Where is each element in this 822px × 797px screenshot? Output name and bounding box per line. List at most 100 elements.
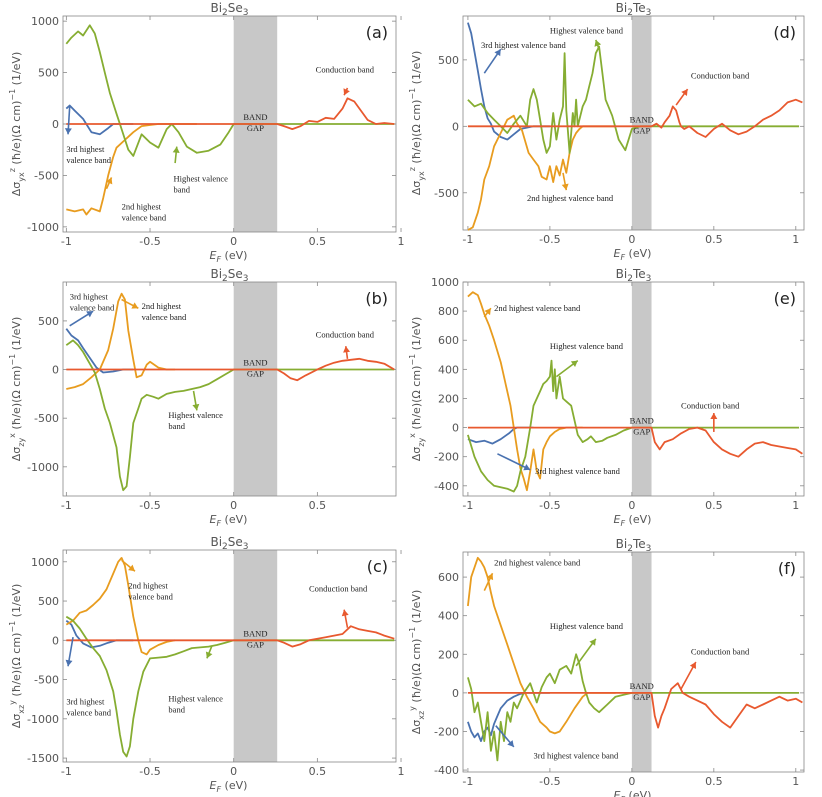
- annotation-label: Conduction band: [691, 646, 750, 656]
- x-tick-label: -0.5: [139, 499, 160, 512]
- annotation-label: 2nd highest valence band: [494, 303, 581, 313]
- y-tick-label: -1000: [27, 713, 59, 726]
- annotation-label: Conduction band: [681, 401, 740, 411]
- annotation-label: 3rd highest: [66, 144, 105, 154]
- annotation-arrowhead: [484, 308, 491, 316]
- series-line-3rd-highest-valence-band: [467, 22, 550, 141]
- panel-label: (e): [774, 289, 796, 308]
- annotation-arrowhead: [689, 662, 696, 669]
- y-tick-label: 1000: [431, 276, 459, 289]
- annotation-label: 2nd highest: [142, 301, 182, 311]
- band-gap-label: GAP: [633, 125, 650, 135]
- annotation-arrowhead: [343, 346, 351, 353]
- y-axis-label: Δσyxz (ħ/e)(Ω cm)−1 (1/eV): [8, 52, 26, 197]
- panel-label: (f): [778, 559, 796, 578]
- annotation-label: 3rd highest valence band: [481, 40, 566, 50]
- band-gap-label: BAND: [243, 112, 267, 122]
- annotation-label: band: [173, 185, 190, 195]
- x-axis-label: EF (eV): [614, 247, 652, 262]
- band-gap-label: GAP: [633, 692, 650, 702]
- annotation-arrowhead: [523, 464, 531, 471]
- band-gap-label: BAND: [630, 114, 654, 124]
- y-axis-label: Δσxzy (ħ/e)(Ω cm)−1 (1/eV): [8, 584, 26, 729]
- band-gap-region: [233, 550, 278, 762]
- y-tick-label: 500: [38, 67, 59, 80]
- y-tick-label: -500: [34, 169, 59, 182]
- annotation-label: Conduction band: [316, 65, 375, 75]
- panel-title: Bi2Se3: [210, 535, 248, 552]
- y-tick-label: -200: [434, 451, 459, 464]
- plot-frame: [462, 15, 805, 231]
- annotation-arrowhead: [507, 740, 514, 747]
- annotation-arrowhead: [128, 564, 135, 572]
- band-gap-region: [631, 282, 652, 496]
- band-gap-label: BAND: [243, 358, 267, 368]
- x-tick-label: 0.5: [309, 765, 327, 778]
- annotation-arrowhead: [172, 146, 180, 153]
- panel-title: Bi2Te3: [616, 537, 652, 554]
- y-tick-label: 600: [438, 334, 459, 347]
- band-gap-label: BAND: [630, 681, 654, 691]
- series-line-conduction-band: [467, 426, 803, 458]
- x-tick-label: 1: [398, 235, 405, 248]
- annotation-arrowhead: [65, 659, 73, 667]
- band-gap-region: [233, 282, 278, 496]
- annotation-arrowhead: [192, 403, 200, 411]
- panel-b: -1 -0.5 0 0.5 -1000 -500 0 500 Bi2Se3 (b) EF (eV) Δ…: [8, 267, 397, 528]
- y-tick-label: -1000: [27, 461, 59, 474]
- annotation-arrowhead: [486, 573, 494, 581]
- series-line-conduction-band: [66, 625, 395, 648]
- series-line-2nd-highest-valence-band: [66, 292, 176, 390]
- y-tick-label: 500: [38, 315, 59, 328]
- y-tick-label: -1000: [27, 221, 59, 234]
- annotation-label: valence band: [70, 303, 115, 313]
- annotation-arrowhead: [341, 609, 349, 617]
- annotation-label: Highest valence band: [550, 25, 624, 35]
- y-tick-label: 1000: [31, 15, 59, 28]
- x-axis-label: EF (eV): [614, 513, 652, 528]
- y-tick-label: 500: [438, 54, 459, 67]
- x-axis-label: EF (eV): [210, 513, 248, 528]
- band-gap-region: [631, 16, 652, 230]
- series-line-3rd-highest-valence-band: [65, 328, 134, 374]
- annotation-label: 2nd highest valence band: [527, 193, 614, 203]
- annotation-label: 3rd highest valence band: [533, 750, 618, 760]
- y-tick-label: 800: [438, 305, 459, 318]
- band-gap-label: BAND: [630, 416, 654, 426]
- plot-frame: [462, 281, 805, 497]
- annotation-arrowhead: [561, 183, 569, 191]
- x-tick-label: 0.5: [705, 499, 723, 512]
- annotation-label: 3rd highest: [70, 292, 109, 302]
- y-tick-label: -400: [434, 764, 459, 777]
- y-tick-label: 0: [52, 364, 59, 377]
- band-gap-label: GAP: [633, 427, 650, 437]
- x-tick-label: 0: [230, 499, 237, 512]
- annotation-label: valence band: [142, 312, 187, 322]
- panel-title: Bi2Te3: [616, 267, 652, 284]
- x-tick-label: -0.5: [139, 765, 160, 778]
- series-line-3rd-highest-valence-band: [65, 104, 134, 136]
- y-axis-label: Δσxzy (ħ/e)(Ω cm)−1 (1/eV): [408, 590, 426, 735]
- panel-label: (a): [366, 23, 388, 42]
- x-tick-label: -0.5: [539, 775, 560, 788]
- y-tick-label: 600: [438, 571, 459, 584]
- x-tick-label: 1: [792, 233, 799, 246]
- y-tick-label: -500: [34, 674, 59, 687]
- annotation-label: band: [168, 421, 185, 431]
- y-tick-label: -400: [434, 480, 459, 493]
- series-line-conduction-band: [66, 357, 395, 382]
- annotation-arrowhead: [205, 651, 213, 659]
- annotation-label: 3rd highest: [66, 697, 105, 707]
- annotation-arrowhead: [710, 413, 718, 420]
- x-tick-label: -1: [462, 233, 473, 246]
- series-line-highest-valence-band: [65, 339, 395, 492]
- panel-a: -1 -0.5 0 0.5 1 -1000 -500 0 500 1000 Bi2Se3 (a) EF …: [8, 1, 405, 264]
- band-gap-label: GAP: [247, 369, 264, 379]
- x-axis-label: EF (eV): [210, 779, 248, 794]
- x-tick-label: 1: [398, 765, 405, 778]
- x-tick-label: 0.5: [705, 775, 723, 788]
- x-tick-label: 0: [230, 235, 237, 248]
- x-tick-label: -1: [61, 235, 72, 248]
- y-tick-label: -500: [434, 187, 459, 200]
